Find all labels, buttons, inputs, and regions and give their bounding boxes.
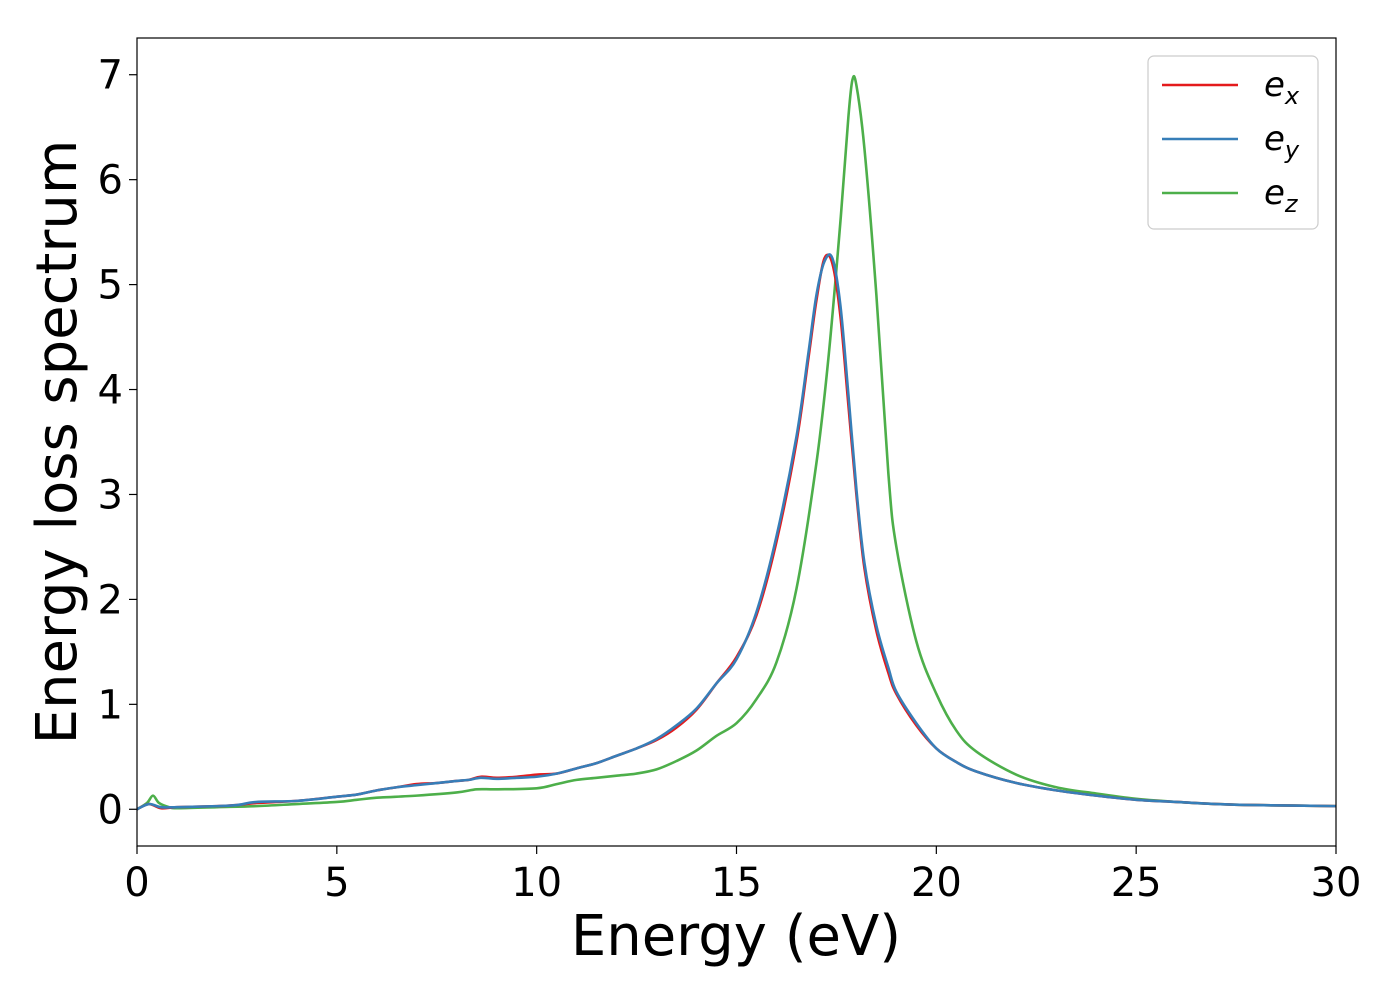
legend-frame [1147, 55, 1319, 230]
legend-label-base: e [1264, 119, 1285, 159]
x-tick-label: 0 [124, 860, 149, 906]
legend-label-base: e [1264, 173, 1285, 213]
x-tick-label: 25 [1111, 860, 1162, 906]
x-tick-label: 30 [1311, 860, 1362, 906]
legend-label-subscript: z [1284, 190, 1299, 218]
y-tick-label: 6 [98, 158, 123, 204]
series-line-e-y [137, 253, 1336, 811]
legend-label-e-z: ez [1264, 173, 1299, 218]
y-tick-label: 2 [98, 577, 123, 623]
x-axis-title: Energy (eV) [571, 904, 901, 969]
y-tick-label: 5 [98, 263, 123, 309]
x-tick-label: 20 [911, 860, 962, 906]
x-axis: 0 5 10 15 20 25 30 [124, 846, 1361, 906]
series-layer [137, 75, 1336, 811]
y-axis-title: Energy loss spectrum [25, 140, 90, 745]
y-tick-label: 7 [98, 53, 123, 99]
legend-label-e-x: ex [1264, 65, 1300, 110]
y-tick-label: 4 [98, 368, 123, 414]
x-tick-label: 15 [711, 860, 762, 906]
y-tick-label: 1 [98, 682, 123, 728]
legend-label-subscript: y [1284, 136, 1300, 164]
x-tick-label: 10 [511, 860, 562, 906]
legend-label-base: e [1264, 65, 1285, 105]
legend-label-e-y: ey [1264, 119, 1300, 164]
y-tick-label: 3 [98, 472, 123, 518]
y-tick-label: 0 [98, 787, 123, 833]
y-axis: 0 1 2 3 4 5 6 7 [98, 53, 137, 833]
series-line-e-z [137, 75, 1336, 811]
x-tick-label: 5 [324, 860, 349, 906]
plot-area [136, 37, 1337, 847]
legend-label-subscript: x [1284, 82, 1300, 110]
